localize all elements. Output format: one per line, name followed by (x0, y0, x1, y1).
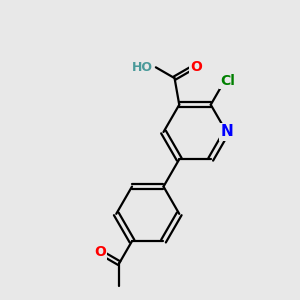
Text: O: O (190, 60, 202, 74)
Text: N: N (220, 124, 233, 140)
Text: O: O (94, 245, 106, 259)
Text: Cl: Cl (220, 74, 235, 88)
Text: HO: HO (132, 61, 153, 74)
